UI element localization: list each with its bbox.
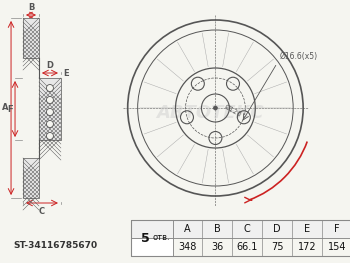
Text: E: E xyxy=(304,224,310,234)
Bar xyxy=(23,18,39,58)
Bar xyxy=(39,78,61,140)
Text: C: C xyxy=(244,224,251,234)
Bar xyxy=(131,220,173,238)
Text: 172: 172 xyxy=(298,242,316,252)
Text: 66.1: 66.1 xyxy=(237,242,258,252)
Text: ABTOТЕКС: ABTOТЕКС xyxy=(156,104,264,122)
Circle shape xyxy=(47,84,54,92)
Circle shape xyxy=(47,109,54,115)
Bar xyxy=(131,220,350,256)
Text: A: A xyxy=(1,104,8,113)
Text: D: D xyxy=(47,61,54,70)
Text: Ø120: Ø120 xyxy=(223,104,243,118)
Text: B: B xyxy=(28,3,34,12)
Circle shape xyxy=(214,106,217,110)
Text: F: F xyxy=(7,104,13,114)
Text: 154: 154 xyxy=(328,242,346,252)
Text: E: E xyxy=(63,68,69,78)
Text: отв.: отв. xyxy=(153,234,170,242)
Circle shape xyxy=(47,133,54,139)
Text: D: D xyxy=(273,224,281,234)
Text: 5: 5 xyxy=(141,231,149,245)
Text: B: B xyxy=(214,224,221,234)
Text: ST-34116785670: ST-34116785670 xyxy=(13,240,97,250)
Circle shape xyxy=(47,97,54,104)
Text: Ø16.6(x5): Ø16.6(x5) xyxy=(279,52,317,61)
Text: F: F xyxy=(334,224,340,234)
Text: 348: 348 xyxy=(178,242,197,252)
Text: A: A xyxy=(184,224,191,234)
Bar xyxy=(131,238,173,256)
Text: 36: 36 xyxy=(211,242,224,252)
Bar xyxy=(23,158,39,198)
Text: C: C xyxy=(39,207,45,216)
Circle shape xyxy=(47,120,54,128)
Text: 75: 75 xyxy=(271,242,284,252)
Bar xyxy=(131,220,350,238)
